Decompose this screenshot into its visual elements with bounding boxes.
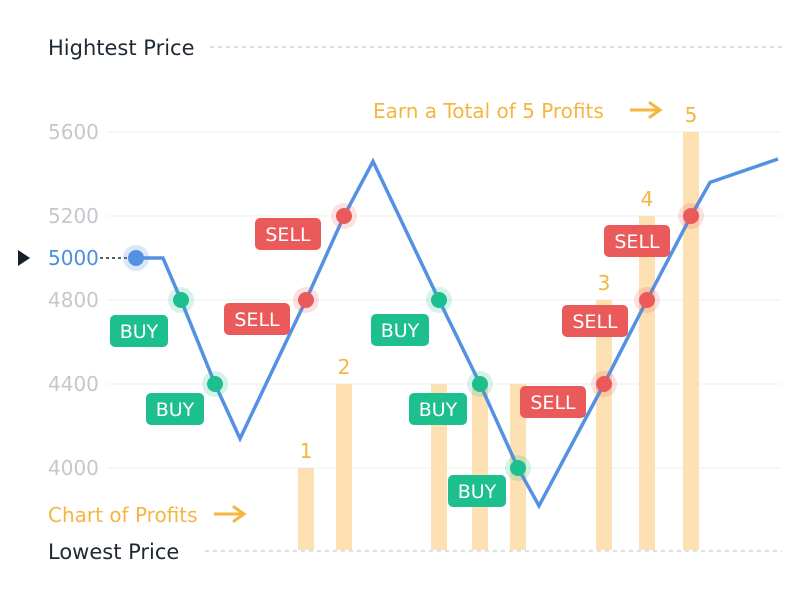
buy-tag-label: BUY [120, 321, 159, 343]
sell-point [683, 208, 699, 224]
sell-tag-label: SELL [234, 309, 280, 331]
buy-tag [448, 475, 506, 507]
buy-point [472, 376, 488, 392]
profits-chart-annotation: Chart of Profits [48, 503, 198, 527]
sell-tag-label: SELL [265, 224, 311, 246]
total-profits-arrow-icon [648, 101, 663, 119]
sell-point [596, 376, 612, 392]
sell-tag-label: SELL [572, 311, 618, 333]
total-profits-annotation: Earn a Total of 5 Profits [373, 99, 604, 123]
buy-tag [110, 315, 168, 347]
profit-bar-label: 4 [641, 187, 654, 211]
y-tick-label: 4800 [48, 288, 99, 312]
buy-tag-label: BUY [458, 481, 497, 503]
sell-tag [520, 386, 586, 418]
sell-tag-label: SELL [614, 231, 660, 253]
profit-bar-label: 3 [598, 271, 611, 295]
y-tick-label: 4400 [48, 372, 99, 396]
y-tick-label: 5200 [48, 204, 99, 228]
highest-price-label: Hightest Price [48, 36, 195, 60]
buy-tag-label: BUY [419, 399, 458, 421]
profit-bar-label: 2 [338, 355, 351, 379]
buy-tag-label: BUY [381, 320, 420, 342]
profits-chart-arrow-icon [232, 505, 247, 523]
y-tick-label: 5600 [48, 120, 99, 144]
lowest-price-label: Lowest Price [48, 540, 180, 564]
current-price-label: 5000 [48, 246, 99, 270]
sell-point [298, 292, 314, 308]
profit-bar [472, 384, 488, 550]
sell-point [639, 292, 655, 308]
buy-tag-label: BUY [156, 399, 195, 421]
buy-tag [371, 314, 429, 346]
profit-bar [336, 384, 352, 550]
sell-tag [562, 305, 628, 337]
y-tick-label: 4000 [48, 456, 99, 480]
profit-bar [683, 132, 699, 550]
buy-tag [409, 393, 467, 425]
sell-tag-label: SELL [530, 392, 576, 414]
profit-bar [639, 216, 655, 550]
sell-tag [224, 303, 290, 335]
profit-bar [596, 300, 612, 550]
buy-tag [146, 393, 204, 425]
buy-point [173, 292, 189, 308]
profit-bar [298, 468, 314, 550]
current-price-pointer-icon [18, 250, 30, 266]
buy-point [510, 460, 526, 476]
start-point [128, 250, 144, 266]
sell-tag [255, 218, 321, 250]
profit-bar-label: 5 [685, 103, 698, 127]
buy-point [431, 292, 447, 308]
buy-point [207, 376, 223, 392]
profit-bar-label: 1 [300, 439, 313, 463]
profit-bar [431, 384, 447, 550]
sell-tag [604, 225, 670, 257]
sell-point [336, 208, 352, 224]
